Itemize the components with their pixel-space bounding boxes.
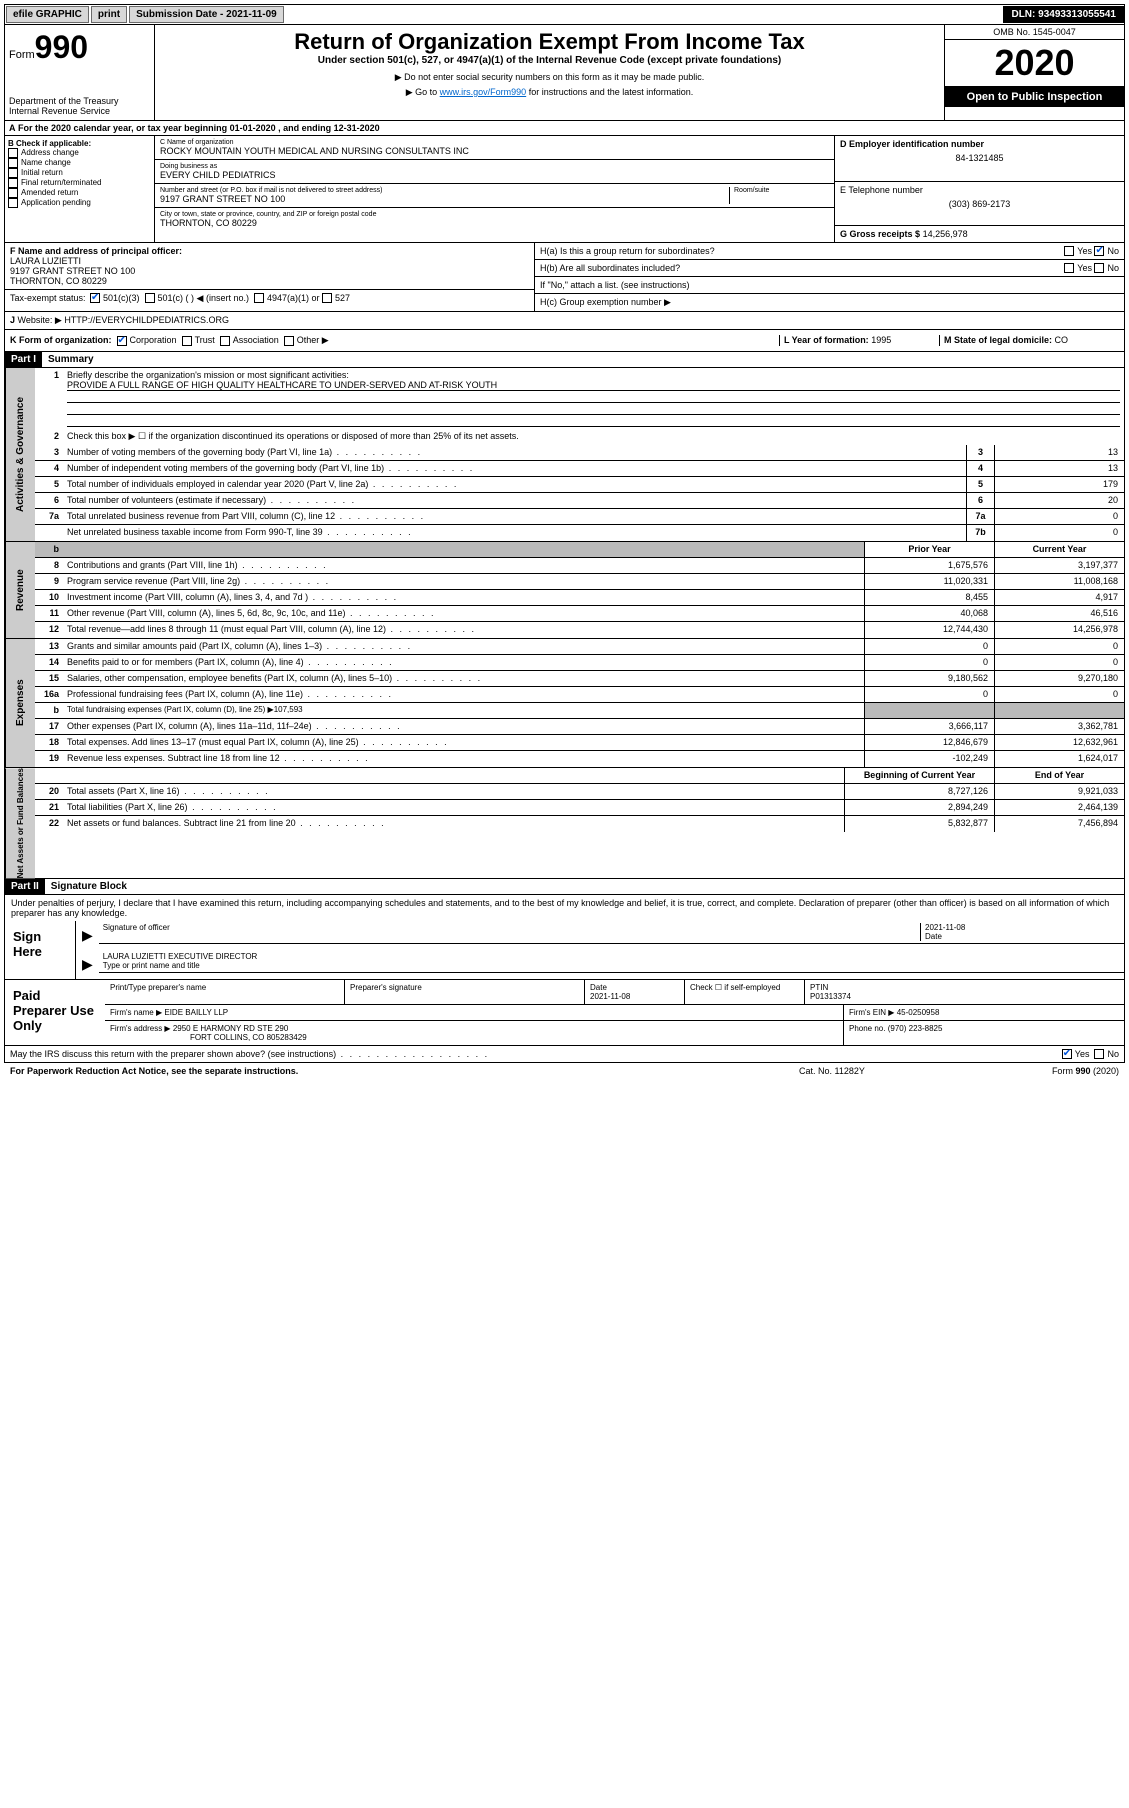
form-header: Form990 Department of the Treasury Inter… bbox=[4, 25, 1125, 120]
form-subtitle-1: Under section 501(c), 527, or 4947(a)(1)… bbox=[159, 55, 940, 66]
table-row: b Total fundraising expenses (Part IX, c… bbox=[35, 703, 1124, 719]
preparer-section: Paid Preparer Use Only Print/Type prepar… bbox=[4, 980, 1125, 1046]
sign-here-label: Sign Here bbox=[5, 921, 75, 979]
other-checkbox[interactable] bbox=[284, 336, 294, 346]
expenses-section: Expenses 13 Grants and similar amounts p… bbox=[4, 639, 1125, 768]
governance-tab: Activities & Governance bbox=[5, 368, 35, 541]
efile-label: efile GRAPHIC bbox=[6, 6, 89, 23]
hb-no-checkbox[interactable] bbox=[1094, 263, 1104, 273]
501c3-checkbox[interactable] bbox=[90, 293, 100, 303]
address-cell: Number and street (or P.O. box if mail i… bbox=[155, 184, 834, 208]
netassets-section: Net Assets or Fund Balances Beginning of… bbox=[4, 768, 1125, 879]
form-number: 990 bbox=[35, 29, 88, 65]
info-section-2: F Name and address of principal officer:… bbox=[4, 243, 1125, 312]
form-title: Return of Organization Exempt From Incom… bbox=[159, 29, 940, 55]
public-inspection: Open to Public Inspection bbox=[945, 87, 1124, 107]
instructions-link[interactable]: www.irs.gov/Form990 bbox=[440, 87, 527, 97]
line-a: A For the 2020 calendar year, or tax yea… bbox=[4, 120, 1125, 136]
netassets-tab: Net Assets or Fund Balances bbox=[5, 768, 35, 878]
ha-yes-checkbox[interactable] bbox=[1064, 246, 1074, 256]
4947-checkbox[interactable] bbox=[254, 293, 264, 303]
assoc-checkbox[interactable] bbox=[220, 336, 230, 346]
table-row: 20 Total assets (Part X, line 16) 8,727,… bbox=[35, 784, 1124, 800]
table-row: 18 Total expenses. Add lines 13–17 (must… bbox=[35, 735, 1124, 751]
table-row: 7a Total unrelated business revenue from… bbox=[35, 509, 1124, 525]
org-name-cell: C Name of organization ROCKY MOUNTAIN YO… bbox=[155, 136, 834, 160]
ein-cell: D Employer identification number 84-1321… bbox=[835, 136, 1124, 182]
initial-return-checkbox[interactable] bbox=[8, 168, 18, 178]
page-footer: For Paperwork Reduction Act Notice, see … bbox=[4, 1063, 1125, 1079]
address-change-checkbox[interactable] bbox=[8, 148, 18, 158]
trust-checkbox[interactable] bbox=[182, 336, 192, 346]
expenses-tab: Expenses bbox=[5, 639, 35, 767]
form-subtitle-2: ▶ Do not enter social security numbers o… bbox=[159, 72, 940, 83]
hb-yes-checkbox[interactable] bbox=[1064, 263, 1074, 273]
501c-checkbox[interactable] bbox=[145, 293, 155, 303]
print-button[interactable]: print bbox=[91, 6, 127, 23]
table-row: 17 Other expenses (Part IX, column (A), … bbox=[35, 719, 1124, 735]
form-label: Form bbox=[9, 49, 35, 61]
part1-header: Part I Summary bbox=[4, 352, 1125, 368]
governance-section: Activities & Governance 1 Briefly descri… bbox=[4, 368, 1125, 542]
discuss-row: May the IRS discuss this return with the… bbox=[4, 1046, 1125, 1063]
dba-cell: Doing business as EVERY CHILD PEDIATRICS bbox=[155, 160, 834, 184]
omb-number: OMB No. 1545-0047 bbox=[945, 25, 1124, 40]
paid-preparer-label: Paid Preparer Use Only bbox=[5, 980, 105, 1045]
box-b: B Check if applicable: Address change Na… bbox=[5, 136, 155, 242]
hb-note-cell: If "No," attach a list. (see instruction… bbox=[535, 277, 1124, 294]
discuss-no-checkbox[interactable] bbox=[1094, 1049, 1104, 1059]
form-subtitle-3: ▶ Go to www.irs.gov/Form990 for instruct… bbox=[159, 87, 940, 98]
officer-cell: F Name and address of principal officer:… bbox=[5, 243, 534, 290]
gross-receipts-cell: G Gross receipts $ 14,256,978 bbox=[835, 226, 1124, 242]
tax-year: 2020 bbox=[945, 40, 1124, 87]
final-return-checkbox[interactable] bbox=[8, 178, 18, 188]
table-row: 9 Program service revenue (Part VIII, li… bbox=[35, 574, 1124, 590]
revenue-tab: Revenue bbox=[5, 542, 35, 638]
city-cell: City or town, state or province, country… bbox=[155, 208, 834, 231]
table-row: 15 Salaries, other compensation, employe… bbox=[35, 671, 1124, 687]
revenue-section: Revenue b Prior Year Current Year 8 Cont… bbox=[4, 542, 1125, 639]
table-row: 3 Number of voting members of the govern… bbox=[35, 445, 1124, 461]
hb-cell: H(b) Are all subordinates included? Yes … bbox=[535, 260, 1124, 277]
ha-cell: H(a) Is this a group return for subordin… bbox=[535, 243, 1124, 260]
form-org-row: K Form of organization: Corporation Trus… bbox=[4, 330, 1125, 352]
tax-exempt-cell: Tax-exempt status: 501(c)(3) 501(c) ( ) … bbox=[5, 290, 534, 307]
table-row: 16a Professional fundraising fees (Part … bbox=[35, 687, 1124, 703]
website-row: J Website: ▶ HTTP://EVERYCHILDPEDIATRICS… bbox=[4, 312, 1125, 330]
dept-label: Department of the Treasury Internal Reve… bbox=[9, 96, 150, 116]
table-row: 19 Revenue less expenses. Subtract line … bbox=[35, 751, 1124, 767]
part2-header: Part II Signature Block bbox=[4, 879, 1125, 895]
corp-checkbox[interactable] bbox=[117, 336, 127, 346]
amended-return-checkbox[interactable] bbox=[8, 188, 18, 198]
ha-no-checkbox[interactable] bbox=[1094, 246, 1104, 256]
table-row: 10 Investment income (Part VIII, column … bbox=[35, 590, 1124, 606]
527-checkbox[interactable] bbox=[322, 293, 332, 303]
table-row: 12 Total revenue—add lines 8 through 11 … bbox=[35, 622, 1124, 638]
table-row: 22 Net assets or fund balances. Subtract… bbox=[35, 816, 1124, 832]
table-row: Net unrelated business taxable income fr… bbox=[35, 525, 1124, 541]
info-section: B Check if applicable: Address change Na… bbox=[4, 136, 1125, 243]
topbar: efile GRAPHIC print Submission Date - 20… bbox=[4, 4, 1125, 25]
dln-label: DLN: 93493313055541 bbox=[1003, 6, 1124, 23]
table-row: 13 Grants and similar amounts paid (Part… bbox=[35, 639, 1124, 655]
table-row: 11 Other revenue (Part VIII, column (A),… bbox=[35, 606, 1124, 622]
discuss-yes-checkbox[interactable] bbox=[1062, 1049, 1072, 1059]
table-row: 4 Number of independent voting members o… bbox=[35, 461, 1124, 477]
table-row: 14 Benefits paid to or for members (Part… bbox=[35, 655, 1124, 671]
signature-section: Under penalties of perjury, I declare th… bbox=[4, 895, 1125, 980]
table-row: 6 Total number of volunteers (estimate i… bbox=[35, 493, 1124, 509]
hc-cell: H(c) Group exemption number ▶ bbox=[535, 294, 1124, 311]
name-change-checkbox[interactable] bbox=[8, 158, 18, 168]
application-pending-checkbox[interactable] bbox=[8, 198, 18, 208]
table-row: 5 Total number of individuals employed i… bbox=[35, 477, 1124, 493]
table-row: 8 Contributions and grants (Part VIII, l… bbox=[35, 558, 1124, 574]
submission-date: Submission Date - 2021-11-09 bbox=[129, 6, 284, 23]
phone-cell: E Telephone number (303) 869-2173 bbox=[835, 182, 1124, 226]
table-row: 21 Total liabilities (Part X, line 26) 2… bbox=[35, 800, 1124, 816]
